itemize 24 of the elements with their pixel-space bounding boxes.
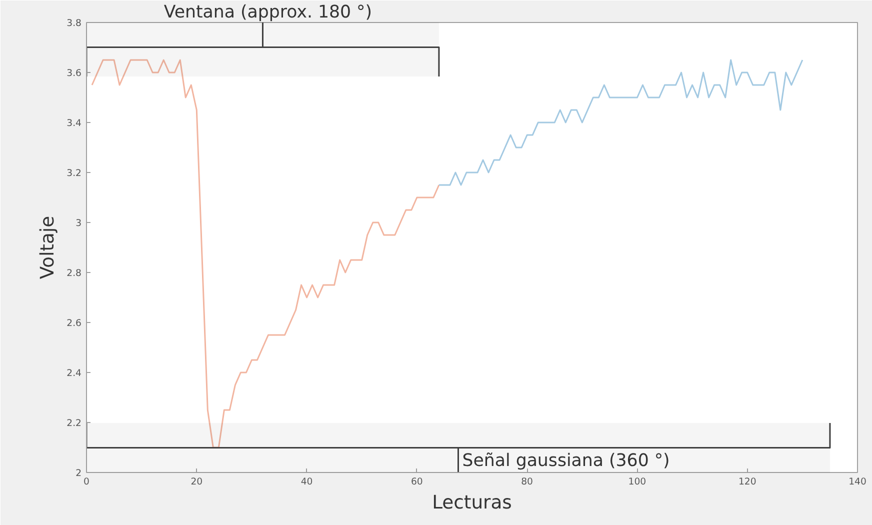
y-tick-label: 2.8: [66, 268, 82, 279]
x-tick-label: 120: [738, 476, 756, 488]
y-tick-label: 2.2: [66, 418, 82, 429]
line-series: [91, 59, 440, 448]
y-tick-label: 3.2: [66, 168, 82, 179]
x-tick-label: 0: [84, 476, 90, 488]
y-tick-label: 2.6: [66, 318, 82, 329]
y-tick-label: 2.4: [66, 368, 82, 379]
x-tick-label: 100: [628, 476, 646, 488]
band-label: Ventana (approx. 180 °): [164, 2, 372, 22]
x-tick-label: 140: [848, 476, 866, 488]
y-tick-label: 3.4: [66, 118, 82, 129]
y-tick-label: 3: [76, 218, 82, 229]
band-label: Señal gaussiana (360 °): [462, 451, 670, 472]
line-series: [438, 59, 804, 186]
x-axis-title: Lecturas: [432, 492, 512, 514]
y-axis-title: Voltaje: [38, 216, 59, 280]
y-tick-label: 3.6: [66, 68, 82, 79]
x-tick-label: 40: [300, 476, 313, 488]
y-tick-label: 2: [76, 468, 82, 479]
x-tick-label: 60: [410, 476, 423, 488]
x-tick-label: 80: [521, 476, 534, 488]
y-tick-label: 3.8: [66, 18, 82, 29]
x-tick-label: 20: [190, 476, 203, 488]
